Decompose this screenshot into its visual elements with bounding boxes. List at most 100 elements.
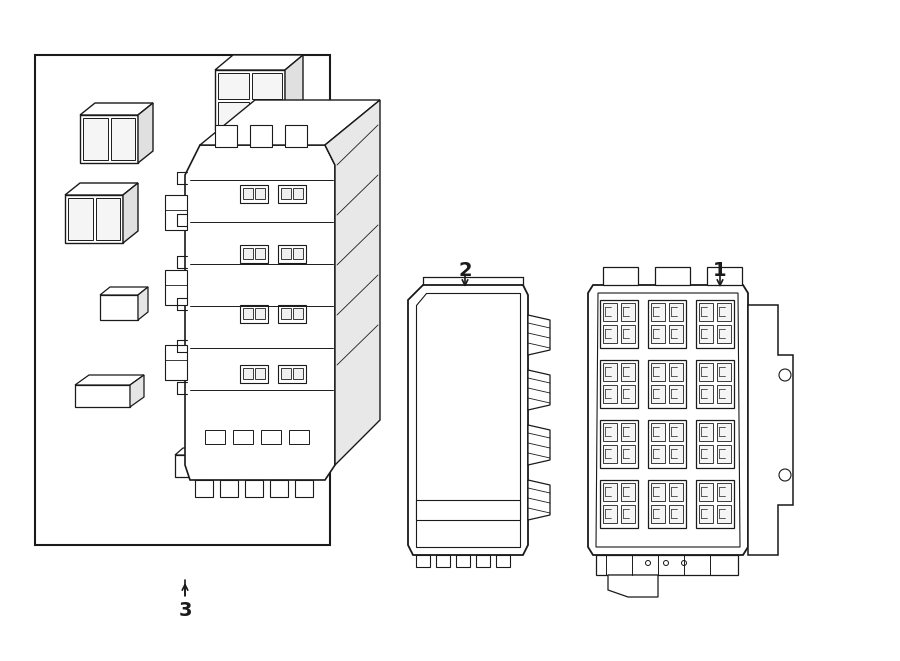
Polygon shape — [496, 555, 510, 567]
Polygon shape — [669, 363, 683, 381]
Polygon shape — [651, 363, 665, 381]
Polygon shape — [655, 267, 690, 285]
Polygon shape — [215, 70, 285, 130]
Polygon shape — [596, 293, 740, 547]
Polygon shape — [717, 483, 731, 501]
Polygon shape — [596, 555, 738, 575]
Polygon shape — [218, 102, 248, 127]
Polygon shape — [696, 300, 734, 348]
Polygon shape — [416, 293, 520, 547]
Polygon shape — [65, 183, 138, 195]
Polygon shape — [278, 365, 306, 383]
Polygon shape — [261, 430, 281, 444]
Polygon shape — [130, 375, 144, 407]
Polygon shape — [240, 185, 268, 203]
Polygon shape — [243, 248, 253, 259]
Polygon shape — [651, 505, 665, 523]
Polygon shape — [408, 285, 528, 555]
Polygon shape — [651, 423, 665, 441]
Polygon shape — [111, 118, 135, 160]
Polygon shape — [138, 287, 148, 320]
Polygon shape — [293, 368, 303, 379]
Polygon shape — [233, 430, 253, 444]
Polygon shape — [207, 448, 215, 477]
Polygon shape — [75, 385, 130, 407]
Polygon shape — [123, 183, 138, 243]
Polygon shape — [165, 195, 187, 230]
Polygon shape — [717, 505, 731, 523]
Polygon shape — [669, 325, 683, 343]
Polygon shape — [251, 102, 282, 127]
Polygon shape — [696, 420, 734, 468]
Polygon shape — [669, 445, 683, 463]
Polygon shape — [717, 363, 731, 381]
Polygon shape — [699, 303, 713, 321]
Text: 1: 1 — [713, 260, 727, 280]
Polygon shape — [416, 500, 520, 520]
Polygon shape — [621, 483, 635, 501]
Polygon shape — [75, 375, 144, 385]
Polygon shape — [621, 445, 635, 463]
Polygon shape — [270, 480, 288, 497]
Polygon shape — [65, 195, 123, 243]
Polygon shape — [699, 483, 713, 501]
Polygon shape — [717, 325, 731, 343]
Polygon shape — [278, 305, 306, 323]
Polygon shape — [175, 448, 215, 455]
Polygon shape — [621, 363, 635, 381]
Polygon shape — [669, 423, 683, 441]
Polygon shape — [165, 345, 187, 380]
Polygon shape — [175, 455, 207, 477]
Polygon shape — [243, 308, 253, 319]
Polygon shape — [68, 198, 93, 240]
Polygon shape — [748, 305, 793, 555]
Polygon shape — [717, 385, 731, 403]
Polygon shape — [600, 360, 638, 408]
Polygon shape — [603, 363, 617, 381]
Polygon shape — [717, 445, 731, 463]
Polygon shape — [138, 103, 153, 163]
Polygon shape — [669, 385, 683, 403]
Polygon shape — [669, 483, 683, 501]
Polygon shape — [603, 325, 617, 343]
Polygon shape — [285, 55, 303, 130]
Polygon shape — [250, 125, 272, 147]
Polygon shape — [281, 368, 291, 379]
Polygon shape — [95, 198, 120, 240]
Polygon shape — [255, 248, 265, 259]
Polygon shape — [699, 423, 713, 441]
Polygon shape — [699, 325, 713, 343]
Polygon shape — [218, 73, 248, 98]
Polygon shape — [651, 483, 665, 501]
Polygon shape — [165, 270, 187, 305]
Polygon shape — [696, 360, 734, 408]
Polygon shape — [243, 368, 253, 379]
Polygon shape — [603, 423, 617, 441]
Polygon shape — [603, 483, 617, 501]
Polygon shape — [651, 303, 665, 321]
Polygon shape — [281, 248, 291, 259]
Polygon shape — [200, 100, 380, 145]
Polygon shape — [669, 303, 683, 321]
Polygon shape — [603, 385, 617, 403]
Polygon shape — [603, 267, 638, 285]
Polygon shape — [240, 245, 268, 263]
Polygon shape — [100, 287, 148, 295]
Polygon shape — [83, 118, 107, 160]
Polygon shape — [651, 325, 665, 343]
Polygon shape — [528, 425, 550, 465]
Polygon shape — [436, 555, 450, 567]
Polygon shape — [80, 115, 138, 163]
Polygon shape — [603, 505, 617, 523]
Polygon shape — [205, 430, 225, 444]
Polygon shape — [588, 285, 748, 555]
Polygon shape — [100, 295, 138, 320]
Polygon shape — [278, 245, 306, 263]
Polygon shape — [699, 445, 713, 463]
Polygon shape — [621, 325, 635, 343]
Polygon shape — [281, 308, 291, 319]
Polygon shape — [289, 430, 309, 444]
Polygon shape — [35, 55, 330, 545]
Polygon shape — [600, 480, 638, 528]
Polygon shape — [476, 555, 490, 567]
